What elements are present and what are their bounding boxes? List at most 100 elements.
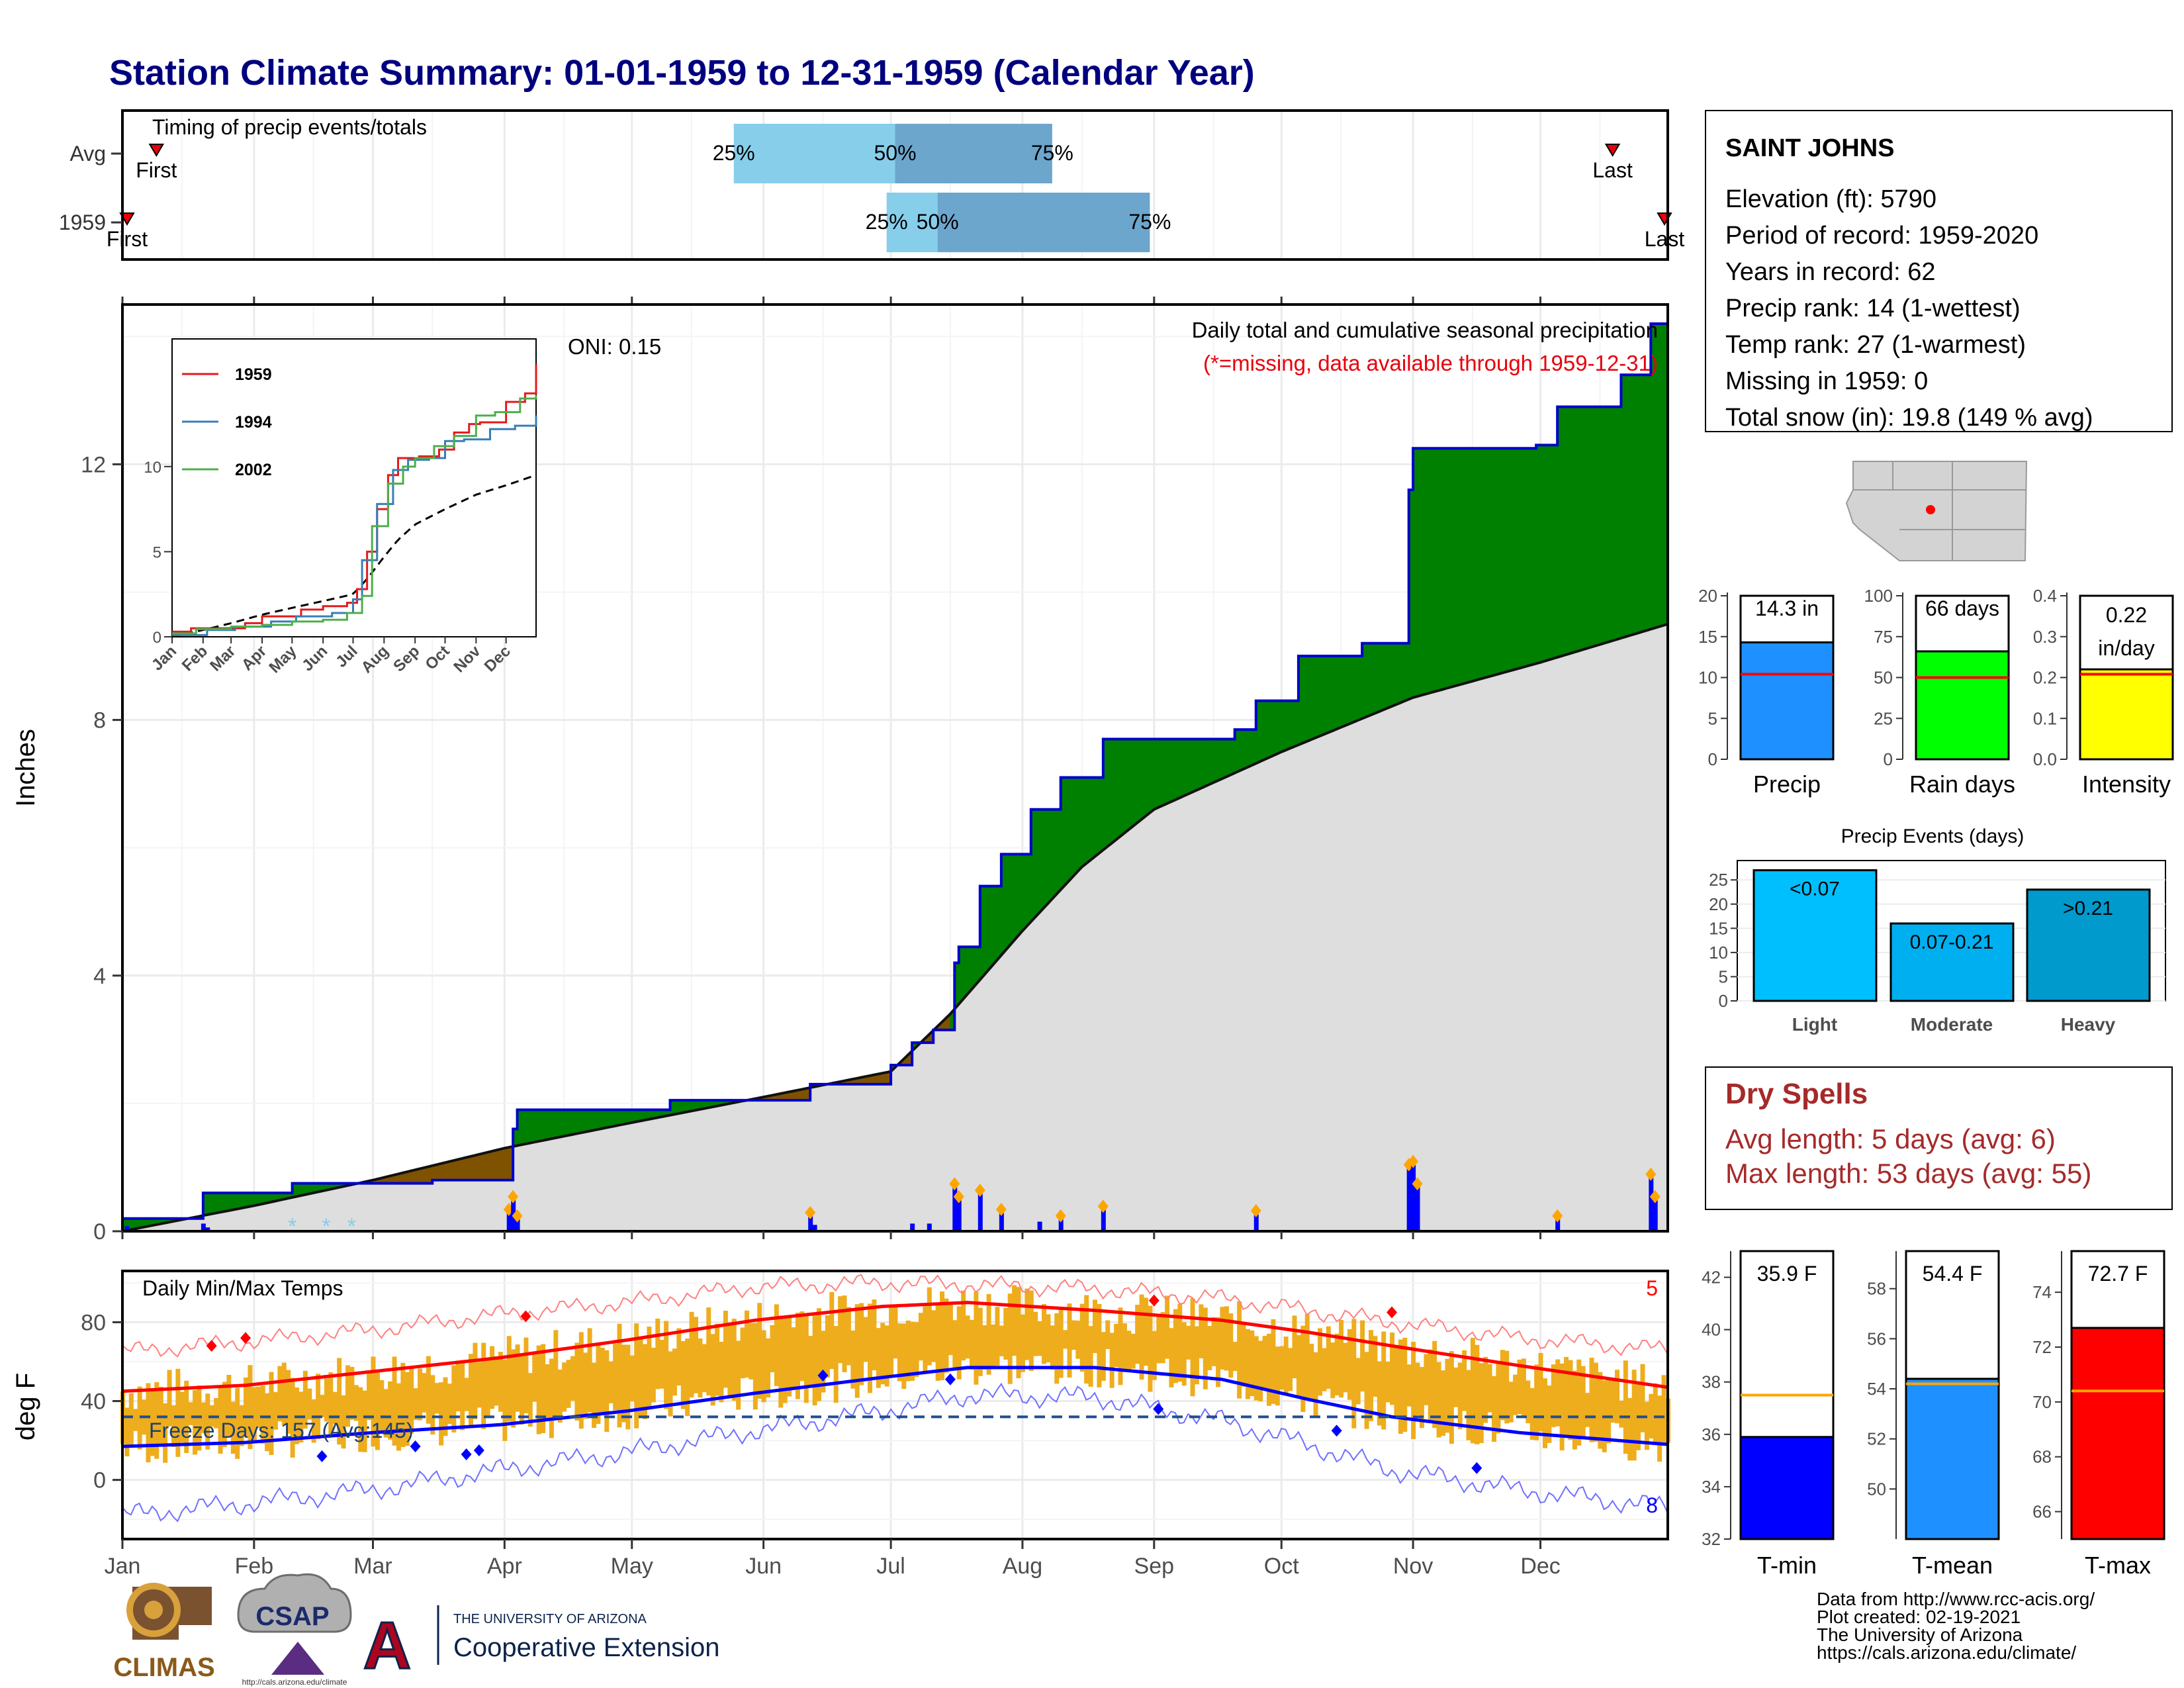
month-label: Jul [876, 1554, 905, 1579]
surplus-segment [1013, 853, 1019, 942]
precip-y-axis: 0 4 8 12 [81, 452, 122, 1244]
daily-temp-bar [273, 1391, 278, 1430]
daily-temp-bar [901, 1323, 907, 1389]
daily-temp-bar [451, 1365, 457, 1432]
daily-temp-bar [1521, 1358, 1526, 1417]
daily-temp-bar [991, 1324, 996, 1368]
daily-temp-bar [1058, 1307, 1064, 1378]
daily-temp-bar [647, 1327, 652, 1409]
temp-bar-label: 35.9 F [1757, 1262, 1817, 1286]
summary-y-tick-label: 15 [1698, 627, 1717, 647]
record-high-marker [240, 1332, 251, 1344]
surplus-segment [1595, 406, 1600, 647]
surplus-segment [1145, 739, 1150, 817]
daily-temp-bar [1012, 1285, 1017, 1356]
daily-temp-bar [621, 1344, 626, 1423]
daily-temp-bar [1394, 1348, 1399, 1417]
footer-line-4: https://cals.arizona.edu/climate/ [1817, 1642, 2076, 1663]
daily-temp-bar [617, 1323, 622, 1428]
daily-temp-bar [1525, 1380, 1531, 1424]
daily-temp-bar [859, 1303, 864, 1385]
daily-temp-bar [643, 1344, 648, 1419]
daily-temp-bar [774, 1304, 779, 1386]
surplus-segment [1612, 406, 1617, 641]
daily-temp-bar [1304, 1314, 1310, 1398]
first-event-marker [148, 144, 165, 157]
daily-temp-bar [1050, 1325, 1055, 1370]
daily-temp-bar [1364, 1352, 1369, 1429]
deficit-segment [500, 1147, 505, 1181]
surplus-segment [1277, 700, 1282, 755]
daily-precip-bar [812, 1225, 817, 1231]
record-max-line [122, 1274, 1668, 1358]
surplus-segment [1043, 809, 1048, 909]
events-bar-label: >0.21 [2063, 898, 2113, 919]
surplus-segment [1548, 445, 1554, 661]
surplus-segment [1187, 739, 1193, 795]
summary-y-tick-label: 10 [1698, 668, 1717, 688]
daily-temp-bar [1640, 1364, 1645, 1432]
temp-bar-y-tick-label: 72 [2032, 1337, 2052, 1357]
footer-line-1: Data from http://www.rcc-acis.org/ [1817, 1589, 2095, 1609]
surplus-segment [593, 1109, 598, 1131]
surplus-segment [1480, 447, 1486, 679]
summary-y-tick-label: 20 [1698, 586, 1717, 606]
surplus-segment [584, 1109, 590, 1133]
summary-y-tick-label: 0 [1884, 749, 1893, 769]
surplus-segment [576, 1109, 582, 1135]
events-bar-heavy [2026, 888, 2151, 1002]
oni-value: ONI: 0.15 [568, 334, 661, 359]
temp-bar-label: 72.7 F [2088, 1262, 2148, 1286]
heavy-day-marker [1645, 1167, 1657, 1181]
daily-temp-bar [1610, 1380, 1615, 1423]
daily-temp-bar [817, 1308, 822, 1401]
daily-temp-bar [1122, 1323, 1127, 1372]
surplus-segment [220, 1192, 225, 1213]
surplus-segment [525, 1109, 531, 1145]
daily-temp-bar [519, 1354, 524, 1425]
timing-label-50: 50% [917, 210, 959, 234]
daily-temp-bar [694, 1317, 699, 1393]
daily-temp-bar [731, 1319, 737, 1401]
surplus-segment [1154, 739, 1159, 810]
daily-temp-bar [838, 1296, 843, 1364]
temp-bar-y-tick-label: 66 [2032, 1502, 2052, 1522]
deficit-segment [496, 1149, 501, 1181]
daily-temp-bar [443, 1377, 448, 1436]
ua-a-logo: A [363, 1609, 411, 1683]
surplus-segment [1243, 729, 1248, 770]
daily-temp-bar [672, 1348, 677, 1396]
daily-temp-bar [146, 1383, 151, 1463]
surplus-segment [1523, 447, 1528, 668]
daily-precip-bar [201, 1223, 206, 1231]
surplus-segment [568, 1109, 573, 1136]
daily-temp-bar [846, 1307, 851, 1366]
observed-cumulative-line [122, 317, 1669, 1220]
surplus-segment [1099, 777, 1104, 855]
daily-temp-bar [723, 1311, 728, 1388]
temp-bar-y-tick-label: 50 [1867, 1479, 1886, 1499]
daily-temp-bar [778, 1315, 784, 1408]
surplus-segment [1451, 447, 1456, 688]
daily-temp-bar [668, 1351, 673, 1417]
surplus-segment [606, 1109, 612, 1129]
temp-y-tick-label: 80 [81, 1310, 106, 1335]
month-label: Oct [1264, 1554, 1299, 1579]
heavy-day-marker [1408, 1154, 1419, 1168]
surplus-segment [1259, 700, 1265, 762]
events-y-tick-label: 15 [1709, 918, 1728, 938]
surplus-segment [1306, 655, 1312, 742]
precip-events-panel: Precip Events (days) 0 5 10 15 20 25 <0.07 Ligh… [1709, 825, 2166, 1035]
surplus-segment [983, 886, 989, 976]
surplus-segment [215, 1192, 220, 1214]
daily-temp-bar [422, 1373, 427, 1413]
last-event-label: Last [1645, 227, 1685, 251]
csap-mountain [271, 1642, 324, 1675]
daily-temp-bar [1139, 1294, 1144, 1380]
surplus-segment [967, 946, 972, 996]
surplus-segment [1544, 445, 1549, 662]
daily-temp-bar [511, 1349, 516, 1428]
surplus-segment [1561, 406, 1567, 657]
daily-temp-bar [133, 1409, 138, 1431]
daily-temp-bar [1411, 1342, 1416, 1439]
